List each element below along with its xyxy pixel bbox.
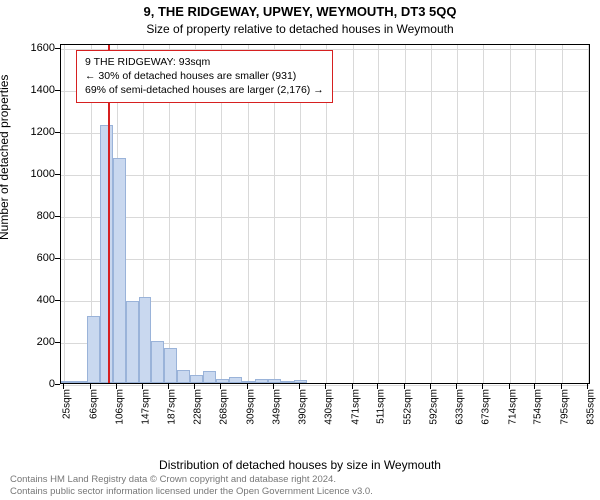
chart-container: { "title": "9, THE RIDGEWAY, UPWEY, WEYM…	[0, 0, 600, 500]
xtick-label: 228sqm	[193, 389, 204, 439]
gridline-v	[378, 45, 379, 383]
histogram-bar	[255, 379, 268, 383]
ytick-mark	[55, 342, 60, 343]
gridline-v	[457, 45, 458, 383]
ytick-mark	[55, 132, 60, 133]
ytick-label: 1600	[15, 42, 55, 54]
xtick-label: 552sqm	[402, 389, 413, 439]
ytick-label: 800	[15, 210, 55, 222]
xtick-label: 511sqm	[376, 389, 387, 439]
histogram-bar	[216, 379, 229, 383]
gridline-v	[353, 45, 354, 383]
xtick-label: 835sqm	[585, 389, 596, 439]
xtick-label: 66sqm	[88, 389, 99, 439]
chart-subtitle: Size of property relative to detached ho…	[0, 22, 600, 36]
xtick-label: 390sqm	[298, 389, 309, 439]
footer-line-2: Contains public sector information licen…	[10, 486, 373, 497]
xtick-label: 430sqm	[324, 389, 335, 439]
xtick-label: 268sqm	[219, 389, 230, 439]
ytick-mark	[55, 300, 60, 301]
xtick-label: 471sqm	[350, 389, 361, 439]
gridline-v	[588, 45, 589, 383]
footer-text: Contains HM Land Registry data © Crown c…	[10, 474, 590, 498]
ytick-mark	[55, 384, 60, 385]
info-line-3: 69% of semi-detached houses are larger (…	[85, 83, 324, 97]
histogram-bar	[139, 297, 152, 383]
gridline-v	[510, 45, 511, 383]
gridline-v	[535, 45, 536, 383]
y-axis-label: Number of detached properties	[0, 75, 11, 240]
histogram-bar	[229, 377, 242, 383]
histogram-bar	[126, 301, 139, 383]
xtick-label: 592sqm	[428, 389, 439, 439]
gridline-v	[64, 45, 65, 383]
xtick-label: 795sqm	[559, 389, 570, 439]
gridline-v	[562, 45, 563, 383]
histogram-bar	[87, 316, 100, 383]
histogram-bar	[61, 381, 87, 383]
histogram-bar	[242, 381, 255, 383]
ytick-mark	[55, 258, 60, 259]
xtick-label: 349sqm	[271, 389, 282, 439]
chart-title: 9, THE RIDGEWAY, UPWEY, WEYMOUTH, DT3 5Q…	[0, 4, 600, 19]
gridline-v	[431, 45, 432, 383]
xtick-label: 147sqm	[141, 389, 152, 439]
ytick-label: 0	[15, 378, 55, 390]
info-line-1: 9 THE RIDGEWAY: 93sqm	[85, 55, 324, 69]
ytick-label: 400	[15, 294, 55, 306]
histogram-bar	[164, 348, 177, 383]
histogram-bar	[268, 379, 281, 383]
ytick-label: 1400	[15, 84, 55, 96]
x-axis-label: Distribution of detached houses by size …	[0, 458, 600, 472]
histogram-bar	[190, 375, 203, 383]
xtick-label: 187sqm	[166, 389, 177, 439]
ytick-label: 1200	[15, 126, 55, 138]
xtick-label: 673sqm	[481, 389, 492, 439]
histogram-bar	[203, 371, 216, 383]
ytick-label: 200	[15, 336, 55, 348]
histogram-bar	[151, 341, 164, 383]
histogram-bar	[100, 125, 113, 383]
xtick-label: 309sqm	[245, 389, 256, 439]
histogram-bar	[281, 381, 294, 383]
xtick-label: 25sqm	[62, 389, 73, 439]
info-line-2: ← 30% of detached houses are smaller (93…	[85, 69, 324, 83]
histogram-bar	[177, 370, 190, 383]
footer-line-1: Contains HM Land Registry data © Crown c…	[10, 474, 336, 485]
ytick-mark	[55, 216, 60, 217]
gridline-v	[405, 45, 406, 383]
info-box: 9 THE RIDGEWAY: 93sqm← 30% of detached h…	[76, 50, 333, 103]
ytick-label: 600	[15, 252, 55, 264]
ytick-mark	[55, 90, 60, 91]
ytick-mark	[55, 174, 60, 175]
histogram-bar	[113, 158, 126, 383]
xtick-label: 714sqm	[507, 389, 518, 439]
histogram-bar	[294, 380, 307, 383]
ytick-label: 1000	[15, 168, 55, 180]
xtick-label: 106sqm	[114, 389, 125, 439]
gridline-v	[483, 45, 484, 383]
ytick-mark	[55, 48, 60, 49]
xtick-label: 754sqm	[533, 389, 544, 439]
xtick-label: 633sqm	[455, 389, 466, 439]
